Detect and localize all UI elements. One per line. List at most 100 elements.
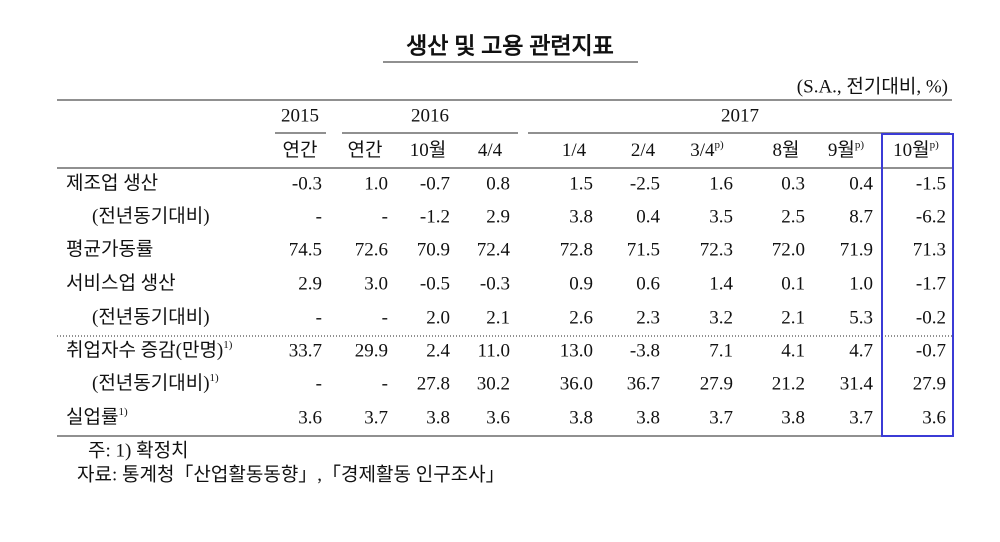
column-header: 9월p) [828, 139, 864, 162]
table-cell: - [382, 206, 388, 227]
table-cell: -0.2 [916, 307, 946, 328]
row-label: 실업률1) [66, 406, 128, 429]
table-cell: 21.2 [772, 373, 805, 394]
table-cell: 71.9 [840, 239, 873, 260]
table-cell: 3.7 [364, 407, 388, 428]
year-header: 2015 [281, 105, 319, 126]
table-cell: 2.9 [298, 273, 322, 294]
table-cell: 3.8 [636, 407, 660, 428]
table-cell: -0.3 [480, 273, 510, 294]
table-cell: -1.2 [420, 206, 450, 227]
column-header-text: 8월 [773, 139, 800, 161]
column-header: 10월p) [893, 139, 939, 162]
row-label: 취업자수 증감(만명)1) [66, 339, 233, 362]
table-cell: 7.1 [709, 340, 733, 361]
table-cell: 3.8 [781, 407, 805, 428]
table-cell: 3.2 [709, 307, 733, 328]
column-header-text: 연간 [348, 139, 383, 161]
table-cell: 3.6 [298, 407, 322, 428]
table-cell: -0.7 [916, 340, 946, 361]
table-cell: -1.7 [916, 273, 946, 294]
table-cell: - [382, 307, 388, 328]
table-cell: 27.9 [700, 373, 733, 394]
table-cell: 4.1 [781, 340, 805, 361]
table-cell: 71.5 [627, 239, 660, 260]
row-label-text: (전년동기대비) [92, 372, 210, 394]
row-label-text: 취업자수 증감(만명) [66, 339, 223, 361]
row-label: (전년동기대비) [92, 306, 210, 328]
table-cell: 0.4 [636, 206, 660, 227]
column-header-text: 2/4 [631, 140, 656, 161]
table-cell: 1.5 [569, 173, 593, 194]
superscript: p) [715, 139, 725, 151]
table-cell: 71.3 [913, 239, 946, 260]
table-cell: 1.6 [709, 173, 733, 194]
table-cell: -3.8 [630, 340, 660, 361]
table-cell: -1.5 [916, 173, 946, 194]
row-label-text: 제조업 생산 [66, 172, 158, 194]
superscript: p) [855, 139, 865, 151]
table-cell: -0.5 [420, 273, 450, 294]
table-cell: 2.0 [426, 307, 450, 328]
highlight-box [881, 133, 954, 437]
table-cell: 2.3 [636, 307, 660, 328]
table-cell: 27.9 [913, 373, 946, 394]
table-cell: 11.0 [477, 340, 510, 361]
table-cell: 3.7 [709, 407, 733, 428]
superscript: 1) [118, 406, 128, 418]
table-cell: - [382, 373, 388, 394]
row-label: 평균가동률 [66, 238, 153, 260]
column-header-text: 연간 [283, 139, 318, 161]
column-header: 3/4p) [690, 139, 724, 162]
table-cell: 3.7 [849, 407, 873, 428]
column-header: 연간 [283, 139, 318, 161]
table-cell: 3.5 [709, 206, 733, 227]
column-header: 연간 [348, 139, 383, 161]
table-cell: 29.9 [355, 340, 388, 361]
table-cell: 4.7 [849, 340, 873, 361]
table-cell: - [316, 206, 322, 227]
year-header: 2016 [411, 105, 449, 126]
table-cell: 36.7 [627, 373, 660, 394]
year-header: 2017 [721, 105, 759, 126]
column-header-text: 10월 [410, 139, 446, 161]
column-header: 4/4 [478, 140, 503, 161]
table-cell: 30.2 [477, 373, 510, 394]
table-cell: 72.4 [477, 239, 511, 260]
table-cell: 3.8 [569, 407, 593, 428]
column-header-text: 9월 [828, 139, 855, 161]
column-header: 8월 [773, 139, 800, 161]
table-cell: -6.2 [916, 206, 946, 227]
table-cell: 1.0 [364, 173, 388, 194]
row-label-text: 실업률 [66, 406, 118, 428]
column-header: 10월 [410, 139, 446, 161]
table-cell: 3.8 [426, 407, 450, 428]
table-cell: 2.1 [781, 307, 805, 328]
table-cell: 8.7 [849, 206, 873, 227]
table-cell: -2.5 [630, 173, 660, 194]
table-cell: 36.0 [560, 373, 593, 394]
column-header-text: 3/4 [690, 140, 715, 161]
table-cell: 72.3 [700, 239, 733, 260]
table-cell: -0.3 [292, 173, 322, 194]
table-cell: 0.1 [781, 273, 805, 294]
table-cell: 2.6 [569, 307, 593, 328]
table-cell: 33.7 [289, 340, 322, 361]
table-cell: 2.1 [486, 307, 510, 328]
table-cell: - [316, 373, 322, 394]
row-label: (전년동기대비)1) [92, 372, 219, 395]
table-cell: 2.9 [486, 206, 510, 227]
title: 생산 및 고용 관련지표 [406, 33, 614, 58]
table-cell: 0.4 [849, 173, 873, 194]
table-cell: 1.4 [709, 273, 733, 294]
table-cell: 72.6 [355, 239, 388, 260]
table-cell: 3.0 [364, 273, 388, 294]
table-cell: 72.8 [560, 239, 593, 260]
column-header-text: 10월 [893, 139, 929, 161]
column-header: 1/4 [562, 140, 587, 161]
table-cell: 3.6 [922, 407, 946, 428]
table-cell: 2.4 [426, 340, 450, 361]
table-cell: 1.0 [849, 273, 873, 294]
row-label-text: (전년동기대비) [92, 306, 210, 328]
